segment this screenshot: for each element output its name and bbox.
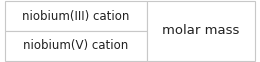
Bar (5, 1, 147, 31)
Bar (147, 1, 255, 61)
Text: molar mass: molar mass (162, 24, 240, 38)
Text: niobium(III) cation: niobium(III) cation (22, 10, 129, 23)
Text: niobium(V) cation: niobium(V) cation (23, 39, 128, 52)
Bar (5, 31, 147, 61)
